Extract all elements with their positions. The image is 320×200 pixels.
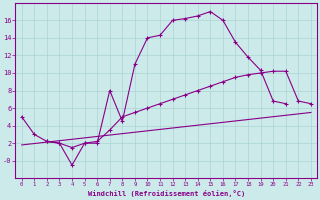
X-axis label: Windchill (Refroidissement éolien,°C): Windchill (Refroidissement éolien,°C) xyxy=(88,190,245,197)
